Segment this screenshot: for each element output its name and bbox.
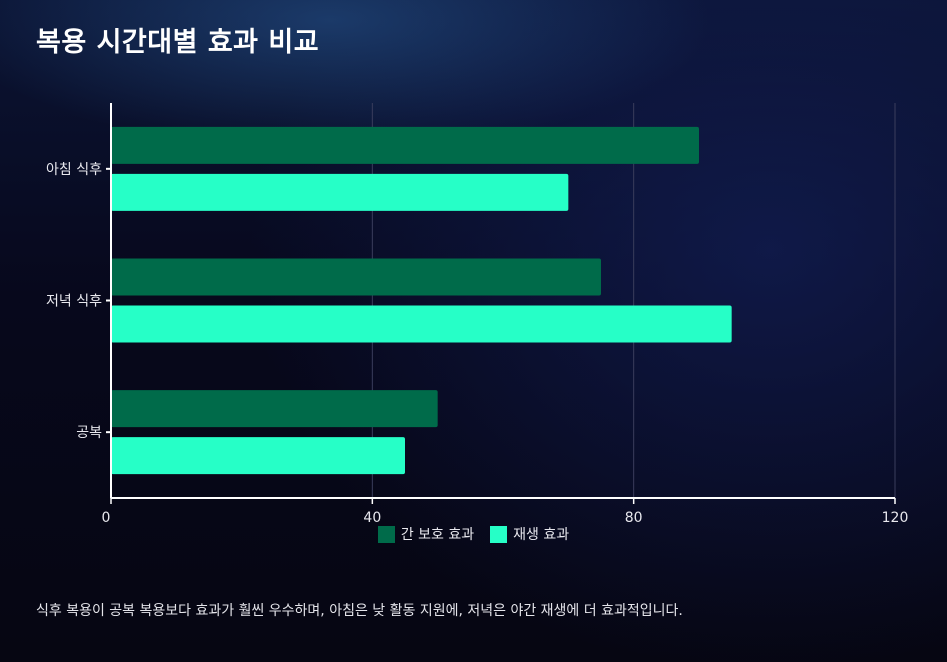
x-tick-label-80: 80 — [625, 510, 643, 526]
y-tick-label-1: 저녁 식후 — [46, 294, 102, 310]
legend-swatch-liver-protection — [377, 525, 395, 543]
bar-regeneration-2 — [111, 437, 405, 475]
bar-liver-protection-2 — [111, 390, 438, 428]
legend-item-liver-protection[interactable]: 간 보호 효과 — [377, 524, 475, 544]
bar-liver-protection-0 — [111, 126, 699, 164]
x-tick-label-0: 0 — [102, 510, 111, 526]
x-tick-label-40: 40 — [363, 510, 381, 526]
bar-regeneration-1 — [111, 305, 732, 343]
bar-liver-protection-1 — [111, 258, 601, 296]
bar-regeneration-0 — [111, 173, 569, 211]
x-tick-label-120: 120 — [882, 510, 909, 526]
y-tick-label-2: 공복 — [76, 425, 102, 441]
chart-caption: 식후 복용이 공복 복용보다 효과가 훨씬 우수하며, 아침은 낮 활동 지원에… — [36, 603, 683, 619]
legend: 간 보호 효과 재생 효과 — [0, 524, 947, 544]
legend-label-regeneration: 재생 효과 — [513, 527, 570, 543]
legend-label-liver-protection: 간 보호 효과 — [400, 527, 475, 543]
legend-swatch-regeneration — [490, 525, 508, 543]
y-tick-label-0: 아침 식후 — [46, 162, 102, 178]
chart-title: 복용 시간대별 효과 비교 — [36, 27, 320, 58]
legend-item-regeneration[interactable]: 재생 효과 — [490, 524, 569, 544]
